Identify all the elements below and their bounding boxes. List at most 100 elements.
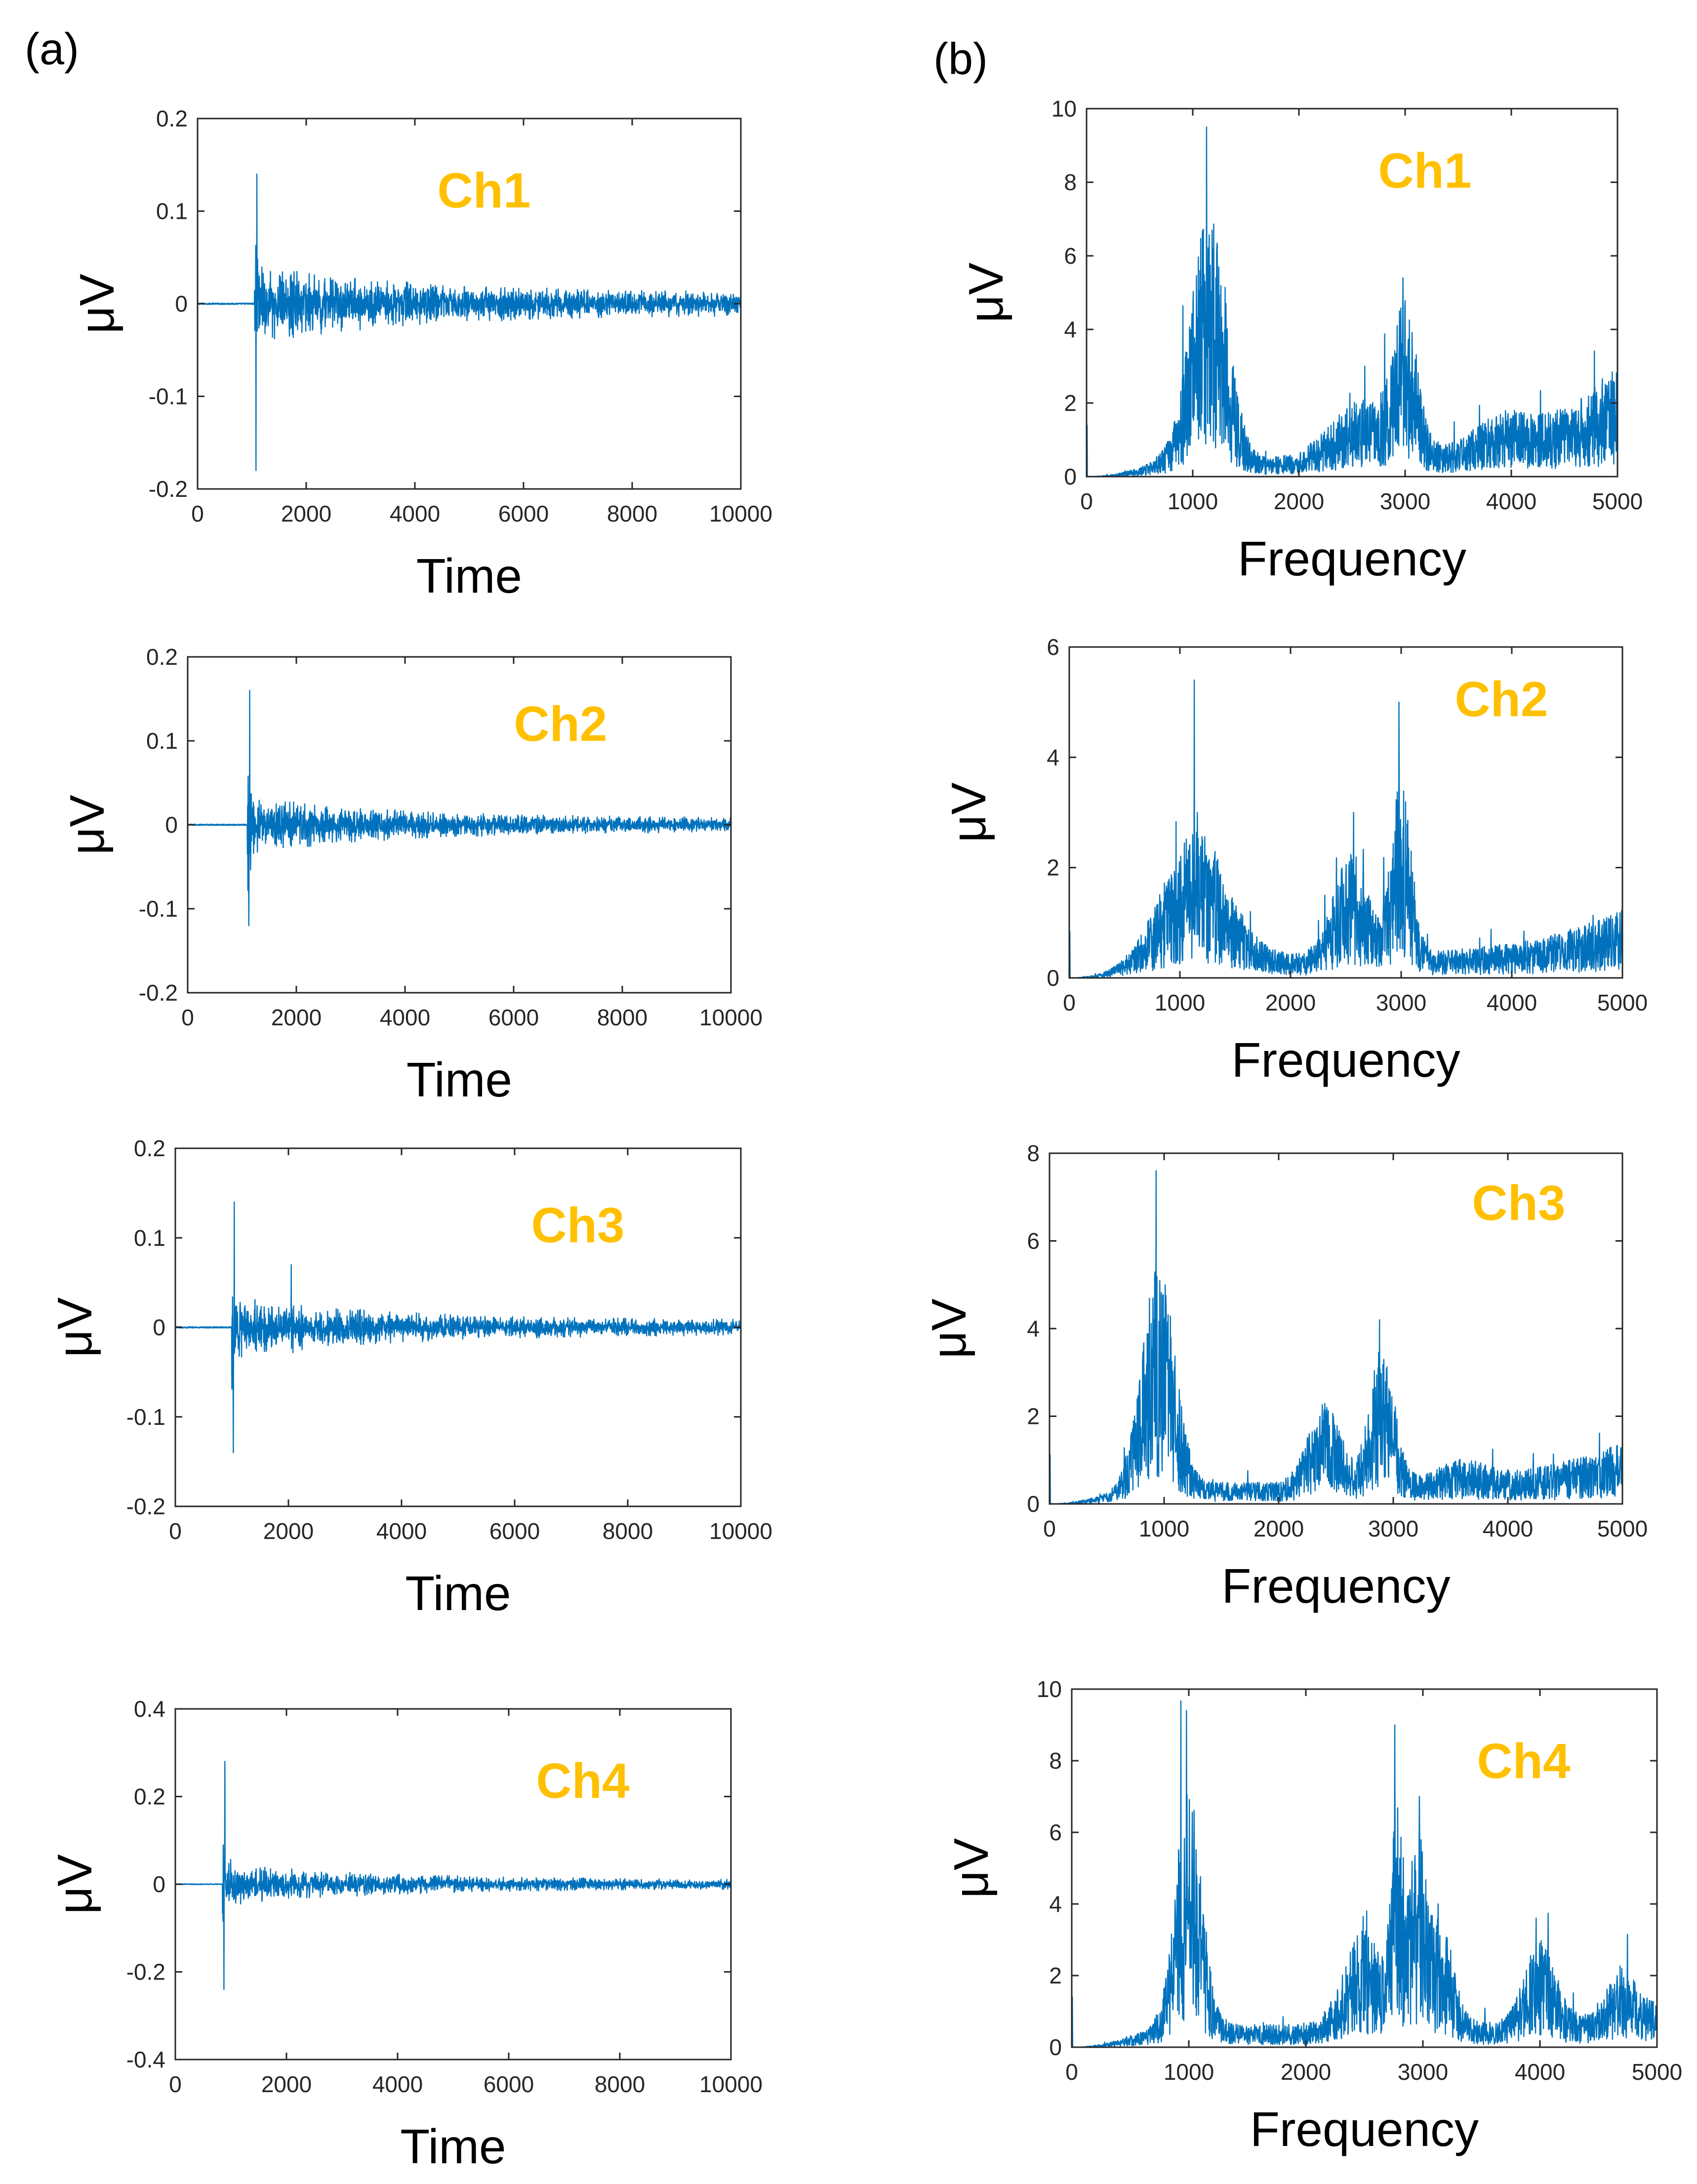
x-axis-label: Time	[416, 549, 522, 603]
y-tick-label: -0.2	[149, 476, 188, 502]
y-tick-label: 0.1	[146, 728, 178, 754]
x-axis-label: Frequency	[1231, 1033, 1460, 1087]
y-tick-label: 6	[1064, 243, 1077, 269]
y-tick-label: -0.2	[126, 1494, 165, 1519]
x-tick-label: 2000	[281, 501, 331, 526]
x-tick-label: 0	[1065, 2059, 1078, 2085]
x-tick-label: 4000	[376, 1518, 427, 1544]
y-tick-label: 0	[165, 812, 178, 838]
y-tick-label: 6	[1049, 1820, 1062, 1845]
y-tick-label: -0.4	[126, 2047, 165, 2072]
x-tick-label: 2000	[1253, 1516, 1304, 1541]
y-axis-label: μV	[922, 1298, 976, 1359]
axes-frame-b4	[1071, 1688, 1658, 2048]
series-line-b1	[1087, 126, 1617, 477]
x-tick-label: 2000	[271, 1005, 322, 1030]
x-tick-label: 1000	[1168, 488, 1218, 514]
y-axis-label: μV	[944, 1838, 998, 1899]
x-tick-label: 0	[169, 2071, 182, 2097]
y-tick-label: -0.1	[149, 384, 188, 409]
x-tick-label: 3000	[1368, 1516, 1418, 1541]
channel-label: Ch1	[438, 163, 531, 218]
panel-a-label: (a)	[25, 25, 79, 74]
x-tick-label: 4000	[380, 1005, 430, 1030]
y-axis-label: μV	[959, 263, 1013, 323]
x-axis-label: Time	[406, 1052, 512, 1107]
x-axis-label: Frequency	[1221, 1559, 1450, 1613]
y-tick-label: 2	[1027, 1404, 1040, 1429]
x-tick-label: 6000	[488, 1005, 539, 1030]
y-tick-label: -0.2	[139, 980, 178, 1006]
series-line-a2	[188, 689, 731, 927]
series-line-a4	[175, 1761, 731, 1990]
series-line-b2	[1069, 679, 1622, 978]
y-tick-label: 2	[1047, 855, 1059, 881]
x-tick-label: 4000	[390, 501, 440, 526]
x-axis-label: Time	[405, 1566, 511, 1620]
x-tick-label: 0	[1080, 488, 1093, 514]
y-tick-label: 4	[1027, 1316, 1040, 1341]
channel-label: Ch3	[1472, 1175, 1566, 1231]
y-tick-label: 8	[1027, 1140, 1040, 1166]
x-tick-label: 10000	[709, 1518, 772, 1544]
x-tick-label: 4000	[1515, 2059, 1565, 2085]
x-tick-label: 6000	[489, 1518, 540, 1544]
x-tick-label: 5000	[1597, 990, 1648, 1015]
y-tick-label: 0.4	[134, 1696, 165, 1722]
y-tick-label: 0	[1027, 1491, 1040, 1517]
x-tick-label: 5000	[1632, 2059, 1682, 2085]
x-tick-label: 1000	[1139, 1516, 1189, 1541]
series-line-b4	[1072, 1700, 1657, 2047]
x-tick-label: 6000	[498, 501, 549, 526]
channel-label: Ch4	[1477, 1734, 1571, 1789]
y-tick-label: 0.2	[156, 106, 188, 131]
y-tick-label: 2	[1049, 1963, 1062, 1988]
y-tick-label: 0	[1049, 2034, 1062, 2060]
y-tick-label: 0	[1047, 965, 1059, 991]
y-tick-label: -0.1	[139, 896, 178, 922]
y-tick-label: 0.1	[134, 1225, 165, 1251]
x-tick-label: 10000	[699, 2071, 763, 2097]
x-tick-label: 4000	[1487, 990, 1537, 1015]
x-axis-label: Frequency	[1250, 2102, 1479, 2156]
y-tick-label: 0.2	[134, 1784, 165, 1810]
x-tick-label: 8000	[607, 501, 657, 526]
channel-label: Ch2	[514, 696, 607, 752]
x-tick-label: 2000	[1265, 990, 1316, 1015]
channel-label: Ch2	[1455, 672, 1548, 727]
x-axis-label: Frequency	[1238, 531, 1466, 586]
y-axis-label: μV	[70, 274, 124, 334]
channel-label: Ch4	[536, 1753, 630, 1809]
x-tick-label: 5000	[1597, 1516, 1648, 1541]
y-tick-label: 6	[1047, 634, 1059, 660]
x-tick-label: 8000	[597, 1005, 647, 1030]
x-tick-label: 0	[1043, 1516, 1056, 1541]
y-tick-label: 4	[1047, 744, 1059, 770]
y-tick-label: 0.1	[156, 199, 188, 224]
y-axis-label: μV	[60, 795, 114, 855]
y-tick-label: 4	[1064, 317, 1077, 342]
chart-a3: 0 2000 4000 6000 8000 10000 -0.2 -0.1 0 0.1 0.2 Tim…	[47, 1135, 772, 1620]
y-tick-label: 10	[1037, 1676, 1062, 1702]
plots-container: 0 2000 4000 6000 8000 10000-0.2-0.100.10.2Tim…	[47, 96, 1682, 2174]
y-tick-label: 2	[1064, 390, 1077, 416]
x-tick-label: 8000	[603, 1518, 653, 1544]
x-tick-label: 0	[1063, 990, 1076, 1015]
x-tick-label: 1000	[1164, 2059, 1214, 2085]
chart-a4: 0 2000 4000 6000 8000 10000 -0.4 -0.2 0 0.2 0.4 Tim…	[47, 1696, 763, 2174]
x-tick-label: 6000	[484, 2071, 534, 2097]
x-tick-label: 0	[169, 1518, 182, 1544]
y-tick-label: 6	[1027, 1228, 1040, 1254]
x-tick-label: 2000	[261, 2071, 312, 2097]
channel-label: Ch1	[1378, 143, 1472, 199]
panel-b-label: (b)	[933, 35, 988, 84]
x-tick-label: 0	[181, 1005, 194, 1030]
series-line-b3	[1050, 1170, 1622, 1504]
y-tick-label: 0	[153, 1871, 165, 1897]
x-tick-label: 4000	[1483, 1516, 1533, 1541]
y-tick-label: 10	[1051, 96, 1077, 121]
x-tick-label: 8000	[595, 2071, 645, 2097]
x-axis-label: Time	[400, 2119, 506, 2174]
y-tick-label: 0	[175, 291, 188, 317]
